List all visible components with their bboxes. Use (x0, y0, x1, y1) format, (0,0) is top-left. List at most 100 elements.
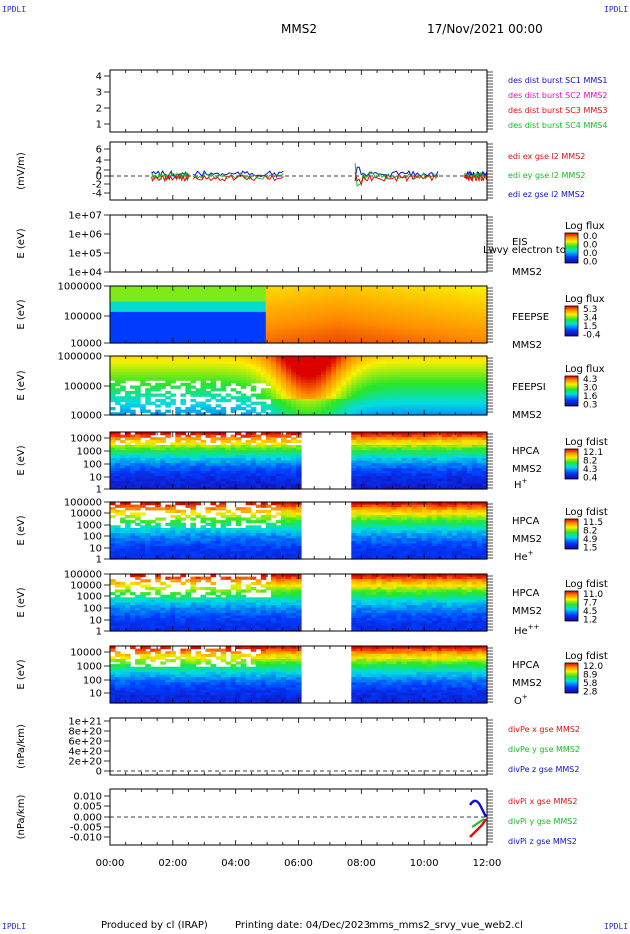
x-tick-label: 02:00 (158, 858, 187, 869)
y-tick-label: -2 (92, 180, 102, 191)
edi-z-series (151, 169, 190, 178)
y-tick-label: 8e+20 (68, 727, 102, 738)
y-tick-label: 2e+20 (68, 757, 102, 768)
spacecraft-label: MMS2 (512, 464, 542, 475)
colorbar-tick-label: 5.8 (583, 679, 598, 689)
instrument-label: HPCA (512, 446, 540, 457)
y-tick-label: 1e+05 (68, 249, 102, 260)
y-tick-label: 10000 (70, 581, 102, 592)
y-tick-label: 1000 (77, 447, 102, 458)
y-tick-label: 0.000 (73, 813, 102, 824)
spacecraft-label: MMS2 (512, 267, 542, 278)
colorbar-tick-label: 0.0 (583, 241, 598, 251)
panel-frame (109, 141, 488, 201)
y-tick-label: -0.005 (70, 823, 102, 834)
colorbar-tick-label: 11.5 (583, 518, 603, 528)
instrument-label: FEEPSE (512, 312, 549, 323)
y-axis-label: E (eV) (16, 299, 27, 329)
spacecraft-label: MMS2 (512, 410, 542, 421)
colorbar-tick-label: 5.3 (583, 305, 597, 315)
y-tick-label: 10000 (70, 339, 102, 350)
y-tick-label: 100 (83, 604, 102, 615)
spacecraft-label: MMS2 (512, 534, 542, 545)
date-title: 17/Nov/2021 00:00 (427, 22, 543, 36)
y-tick-label: 0.010 (73, 792, 102, 803)
legend-entry: divPi y gse MMS2 (508, 817, 577, 826)
colorbar (564, 448, 579, 480)
y-axis-label: E (eV) (16, 659, 27, 689)
colorbar-tick-label: 4.3 (583, 375, 597, 385)
y-tick-label: 10000 (70, 434, 102, 445)
y-tick-label: -0.010 (70, 833, 102, 844)
y-tick-label: 100 (83, 532, 102, 543)
y-tick-label: -4 (92, 189, 102, 200)
y-tick-label: 1 (96, 555, 102, 566)
colorbar-tick-label: 0.3 (583, 401, 597, 411)
colorbar-title: Log flux (565, 364, 605, 375)
y-tick-label: 100000 (64, 498, 102, 509)
y-tick-label: 4e+20 (68, 747, 102, 758)
legend-entry: des dist burst SC4 MMS4 (508, 121, 607, 130)
x-tick-label: 12:00 (473, 858, 502, 869)
y-tick-label: 100000 (64, 382, 102, 393)
y-axis-label: E (eV) (16, 515, 27, 545)
edi-y-series (354, 162, 439, 187)
y-tick-label: 4 (96, 156, 102, 167)
y-tick-label: 3 (96, 88, 102, 99)
y-tick-label: 10000 (70, 648, 102, 659)
legend-entry: divPe x gse MMS2 (508, 725, 580, 734)
footer-printing-date: Printing date: 04/Dec/2023 (235, 920, 371, 931)
spectrogram-image (110, 286, 488, 344)
y-tick-label: 100000 (64, 570, 102, 581)
y-tick-label: 1000 (77, 592, 102, 603)
legend-entry: edi ex gse l2 MMS2 (508, 152, 585, 161)
edi-x-series (151, 173, 190, 183)
colorbar-tick-label: -0.4 (583, 331, 601, 341)
spacecraft-label: MMS2 (512, 340, 542, 351)
y-tick-label: 1 (96, 485, 102, 496)
colorbar (564, 232, 579, 264)
species-label: He+ (514, 549, 534, 563)
corner-label-bottom-right: IPDLI (604, 922, 629, 931)
panel-frame (109, 717, 488, 776)
colorbar-tick-label: 12.1 (583, 448, 603, 458)
colorbar-tick-label: 1.5 (583, 322, 597, 332)
colorbar-title: Log fdist (565, 507, 608, 518)
colorbar-tick-label: 4.5 (583, 607, 597, 617)
colorbar-tick-label: 4.9 (583, 535, 598, 545)
y-axis-label: (nPa/km) (16, 795, 27, 840)
footer-script-name: mms_mms2_srvy_vue_web2.cl (369, 920, 523, 931)
y-tick-label: 1000000 (57, 282, 102, 293)
colorbar (564, 305, 579, 337)
legend-entry: divPe z gse MMS2 (508, 765, 579, 774)
colorbar-tick-label: 8.2 (583, 457, 597, 467)
y-tick-label: 10 (89, 473, 102, 484)
spacecraft-label: Lwvy electron tof (483, 245, 570, 256)
y-tick-label: 1e+21 (68, 717, 102, 728)
y-tick-label: 4 (96, 72, 102, 83)
y-tick-label: 1000 (77, 662, 102, 673)
edi-y-series (192, 172, 284, 180)
y-tick-label: 1000000 (57, 352, 102, 363)
y-tick-label: 100 (83, 460, 102, 471)
corner-label-bottom-left: IPDLI (2, 922, 27, 931)
spectrogram-image (110, 356, 488, 416)
colorbar-tick-label: 1.5 (583, 544, 597, 554)
y-tick-label: 100000 (64, 312, 102, 323)
y-tick-label: 1e+06 (68, 230, 102, 241)
colorbar-tick-label: 8.2 (583, 527, 597, 537)
edi-x-series (463, 174, 488, 183)
legend-entry: edi ey gse l2 MMS2 (508, 171, 586, 180)
y-axis-label: E (eV) (16, 445, 27, 475)
legend-entry: divPi z gse MMS2 (508, 837, 577, 846)
y-axis-label: (mV/m) (16, 152, 27, 190)
species-label: He++ (514, 623, 540, 637)
colorbar-tick-label: 0.0 (583, 258, 598, 268)
colorbar-title: Log flux (565, 221, 605, 232)
y-tick-label: 10 (89, 544, 102, 555)
spectrogram-image (110, 646, 488, 704)
colorbar-tick-label: 0.4 (583, 474, 598, 484)
x-tick-label: 04:00 (221, 858, 250, 869)
y-tick-label: 1e+04 (68, 268, 102, 279)
